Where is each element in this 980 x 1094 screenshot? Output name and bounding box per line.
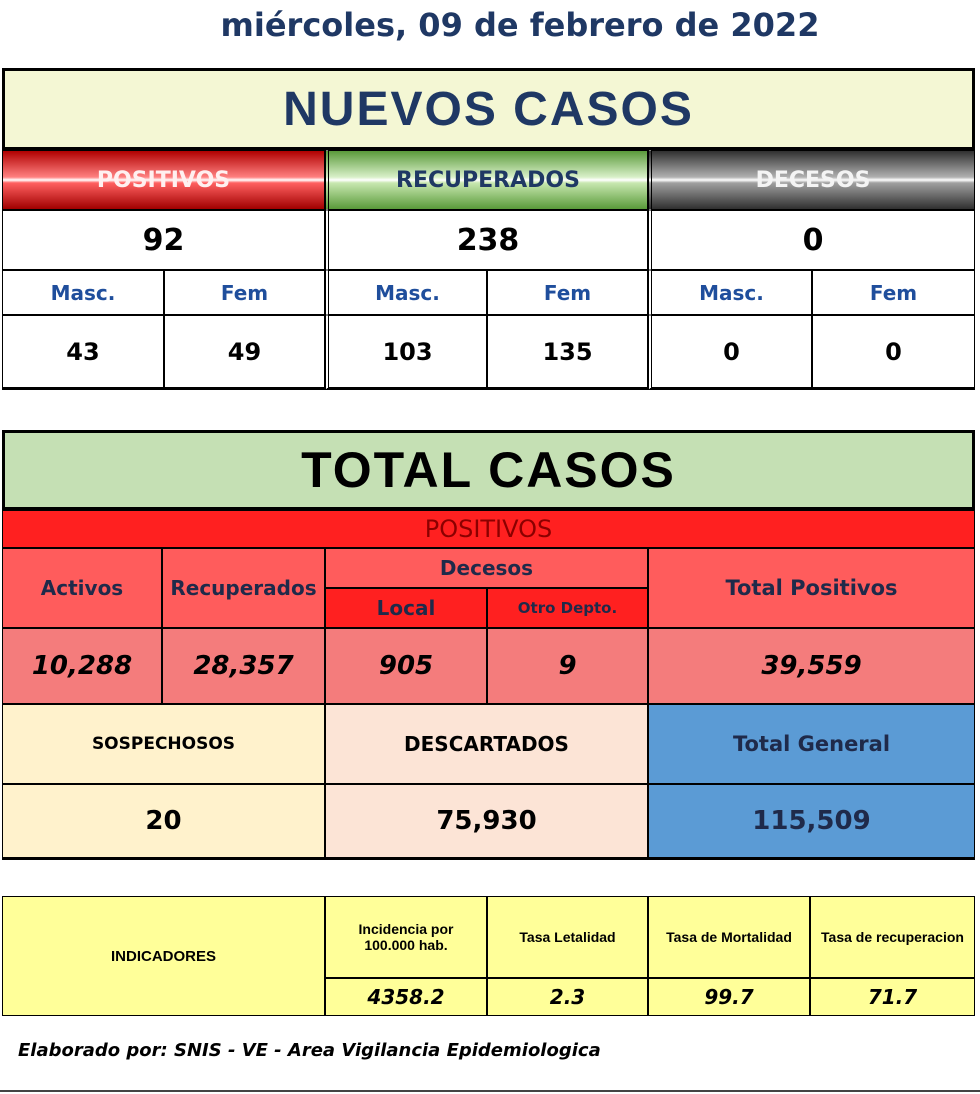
fem-label: Fem [812,270,975,315]
indicator-value: 4358.2 [325,978,487,1016]
value-activos: 10,288 [2,628,162,704]
masc-value: 43 [2,315,164,390]
header-recuperados: Recuperados [162,548,325,628]
nuevos-title: NUEVOS CASOS [2,68,975,150]
group-total: 0 [648,210,975,270]
value-local: 905 [325,628,487,704]
date-title: miércoles, 09 de febrero de 2022 [220,6,820,44]
value-otro: 9 [487,628,648,704]
indicator-value: 2.3 [487,978,648,1016]
group-total: 92 [2,210,325,270]
masc-value: 103 [325,315,487,390]
summary-value: 75,930 [325,784,648,860]
masc-label: Masc. [2,270,164,315]
value-total-positivos: 39,559 [648,628,975,704]
group-label: POSITIVOS [2,150,325,210]
indicator-label: Tasa de Mortalidad [648,896,810,978]
header-otro: Otro Depto. [487,588,648,628]
indicator-value: 99.7 [648,978,810,1016]
summary-label: Total General [648,704,975,784]
summary-value: 115,509 [648,784,975,860]
total-title: TOTAL CASOS [2,430,975,510]
group-label: DECESOS [648,150,975,210]
header-decesos: Decesos [325,548,648,588]
bottom-rule [0,1090,980,1092]
masc-label: Masc. [325,270,487,315]
summary-label: SOSPECHOSOS [2,704,325,784]
group-total: 238 [325,210,648,270]
header-local: Local [325,588,487,628]
indicator-label: Tasa Letalidad [487,896,648,978]
fem-value: 135 [487,315,648,390]
fem-label: Fem [164,270,325,315]
indicator-label: Incidencia por 100.000 hab. [325,896,487,978]
indicator-label: Tasa de recuperacion [810,896,975,978]
masc-label: Masc. [648,270,812,315]
header-activos: Activos [2,548,162,628]
value-recuperados: 28,357 [162,628,325,704]
fem-value: 0 [812,315,975,390]
fem-label: Fem [487,270,648,315]
masc-value: 0 [648,315,812,390]
section-label: POSITIVOS [2,510,975,548]
summary-value: 20 [2,784,325,860]
indicadores-label: INDICADORES [2,896,325,1016]
summary-label: DESCARTADOS [325,704,648,784]
footer: Elaborado por: SNIS - VE - Area Vigilanc… [18,1040,601,1061]
group-label: RECUPERADOS [325,150,648,210]
indicator-value: 71.7 [810,978,975,1016]
header-total-positivos: Total Positivos [648,548,975,628]
fem-value: 49 [164,315,325,390]
